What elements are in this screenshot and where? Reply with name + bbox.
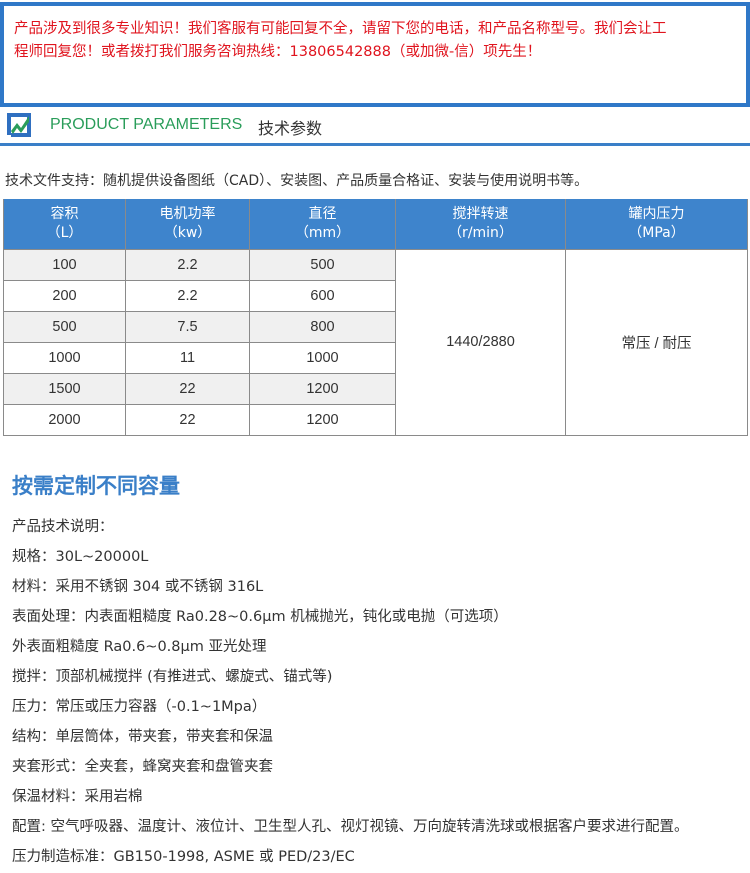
speed-cell: 1440/2880 (395, 248, 566, 436)
header-name: 电机功率 (159, 205, 216, 222)
table-header-cell: 搅拌转速 （r/min） (395, 199, 566, 250)
notice-line: 产品涉及到很多专业知识！我们客服有可能回复不全，请留下您的电话，和产品名称型号。… (14, 21, 667, 37)
table-row: 1000 11 1000 (3, 341, 748, 374)
table-row: 2000 22 1200 (3, 403, 748, 436)
section-title-cn: 技术参数 (258, 119, 323, 138)
pressure-cell: 常压 / 耐压 (565, 248, 748, 436)
spec-line: 夹套形式：全夹套，蜂窝夹套和盘管夹套 (12, 759, 273, 775)
spec-line: 外表面粗糙度 Ra0.6~0.8μm 亚光处理 (12, 639, 267, 655)
header-name: 容积 (50, 205, 79, 222)
spec-line: 压力制造标准：GB150-1998, ASME 或 PED/23/EC (12, 849, 355, 865)
table-cell: 22 (125, 372, 250, 405)
header-unit: （kw） (163, 224, 212, 241)
table-cell: 1200 (249, 372, 396, 405)
section-title-en: PRODUCT PARAMETERS (50, 116, 243, 133)
spec-line: 产品技术说明： (12, 519, 114, 535)
table-cell: 2.2 (125, 279, 250, 312)
header-unit: （r/min） (448, 224, 513, 241)
spec-line: 保温材料：采用岩棉 (12, 789, 143, 805)
table-cell: 1200 (249, 403, 396, 436)
header-unit: （MPa） (628, 224, 685, 241)
table-cell: 22 (125, 403, 250, 436)
header-name: 直径 (308, 205, 337, 222)
table-header-cell: 电机功率 （kw） (125, 199, 250, 250)
table-cell: 2.2 (125, 248, 250, 281)
table-row: 200 2.2 600 (3, 279, 748, 312)
table-cell: 800 (249, 310, 396, 343)
table-row: 500 7.5 800 (3, 310, 748, 343)
product-parameters-logo-icon (7, 113, 31, 137)
spec-list: 产品技术说明： 规格：30L~20000L 材料：采用不锈钢 304 或不锈钢 31… (12, 512, 689, 872)
section-header: PRODUCT PARAMETERS 技术参数 (0, 108, 750, 146)
spec-line: 配置: 空气呼吸器、温度计、液位计、卫生型人孔、视灯视镜、万向旋转清洗球或根据客… (12, 819, 689, 835)
header-unit: （mm） (294, 224, 351, 241)
table-cell: 1000 (249, 341, 396, 374)
spec-line: 表面处理：内表面粗糙度 Ra0.28~0.6μm 机械抛光，钝化或电抛（可选项） (12, 609, 508, 625)
table-cell: 7.5 (125, 310, 250, 343)
notice-box: 产品涉及到很多专业知识！我们客服有可能回复不全，请留下您的电话，和产品名称型号。… (0, 2, 750, 107)
table-cell: 1500 (3, 372, 126, 405)
tech-support-text: 技术文件支持：随机提供设备图纸（CAD）、安装图、产品质量合格证、安装与使用说明… (5, 173, 589, 189)
table-cell: 500 (249, 248, 396, 281)
header-name: 搅拌转速 (452, 205, 509, 222)
table-cell: 200 (3, 279, 126, 312)
table-cell: 1000 (3, 341, 126, 374)
table-header-cell: 直径 （mm） (249, 199, 396, 250)
table-header-cell: 容积 （L） (3, 199, 126, 250)
table-header-cell: 罐内压力 （MPa） (565, 199, 748, 250)
spec-line: 搅拌：顶部机械搅拌 (有推进式、螺旋式、锚式等) (12, 669, 333, 685)
table-cell: 500 (3, 310, 126, 343)
table-cell: 100 (3, 248, 126, 281)
table-cell: 600 (249, 279, 396, 312)
notice-line: 程师回复您！或者拨打我们服务咨询热线：13806542888（或加微-信）项先生… (14, 44, 542, 60)
table-cell: 2000 (3, 403, 126, 436)
spec-line: 材料：采用不锈钢 304 或不锈钢 316L (12, 579, 264, 595)
parameters-table: 容积 （L） 电机功率 （kw） 直径 （mm） 搅拌转速 （r/min） 罐内压力 （MPa） … (3, 199, 748, 436)
table-cell: 11 (125, 341, 250, 374)
spec-line: 规格：30L~20000L (12, 549, 149, 565)
header-name: 罐内压力 (628, 205, 685, 222)
spec-line: 结构：单层筒体，带夹套，带夹套和保温 (12, 729, 273, 745)
custom-capacity-heading: 按需定制不同容量 (12, 474, 180, 498)
table-row: 1500 22 1200 (3, 372, 748, 405)
header-unit: （L） (46, 224, 83, 241)
table-row: 100 2.2 500 1440/2880 常压 / 耐压 (3, 248, 748, 436)
spec-line: 压力：常压或压力容器（-0.1~1Mpa） (12, 699, 267, 715)
